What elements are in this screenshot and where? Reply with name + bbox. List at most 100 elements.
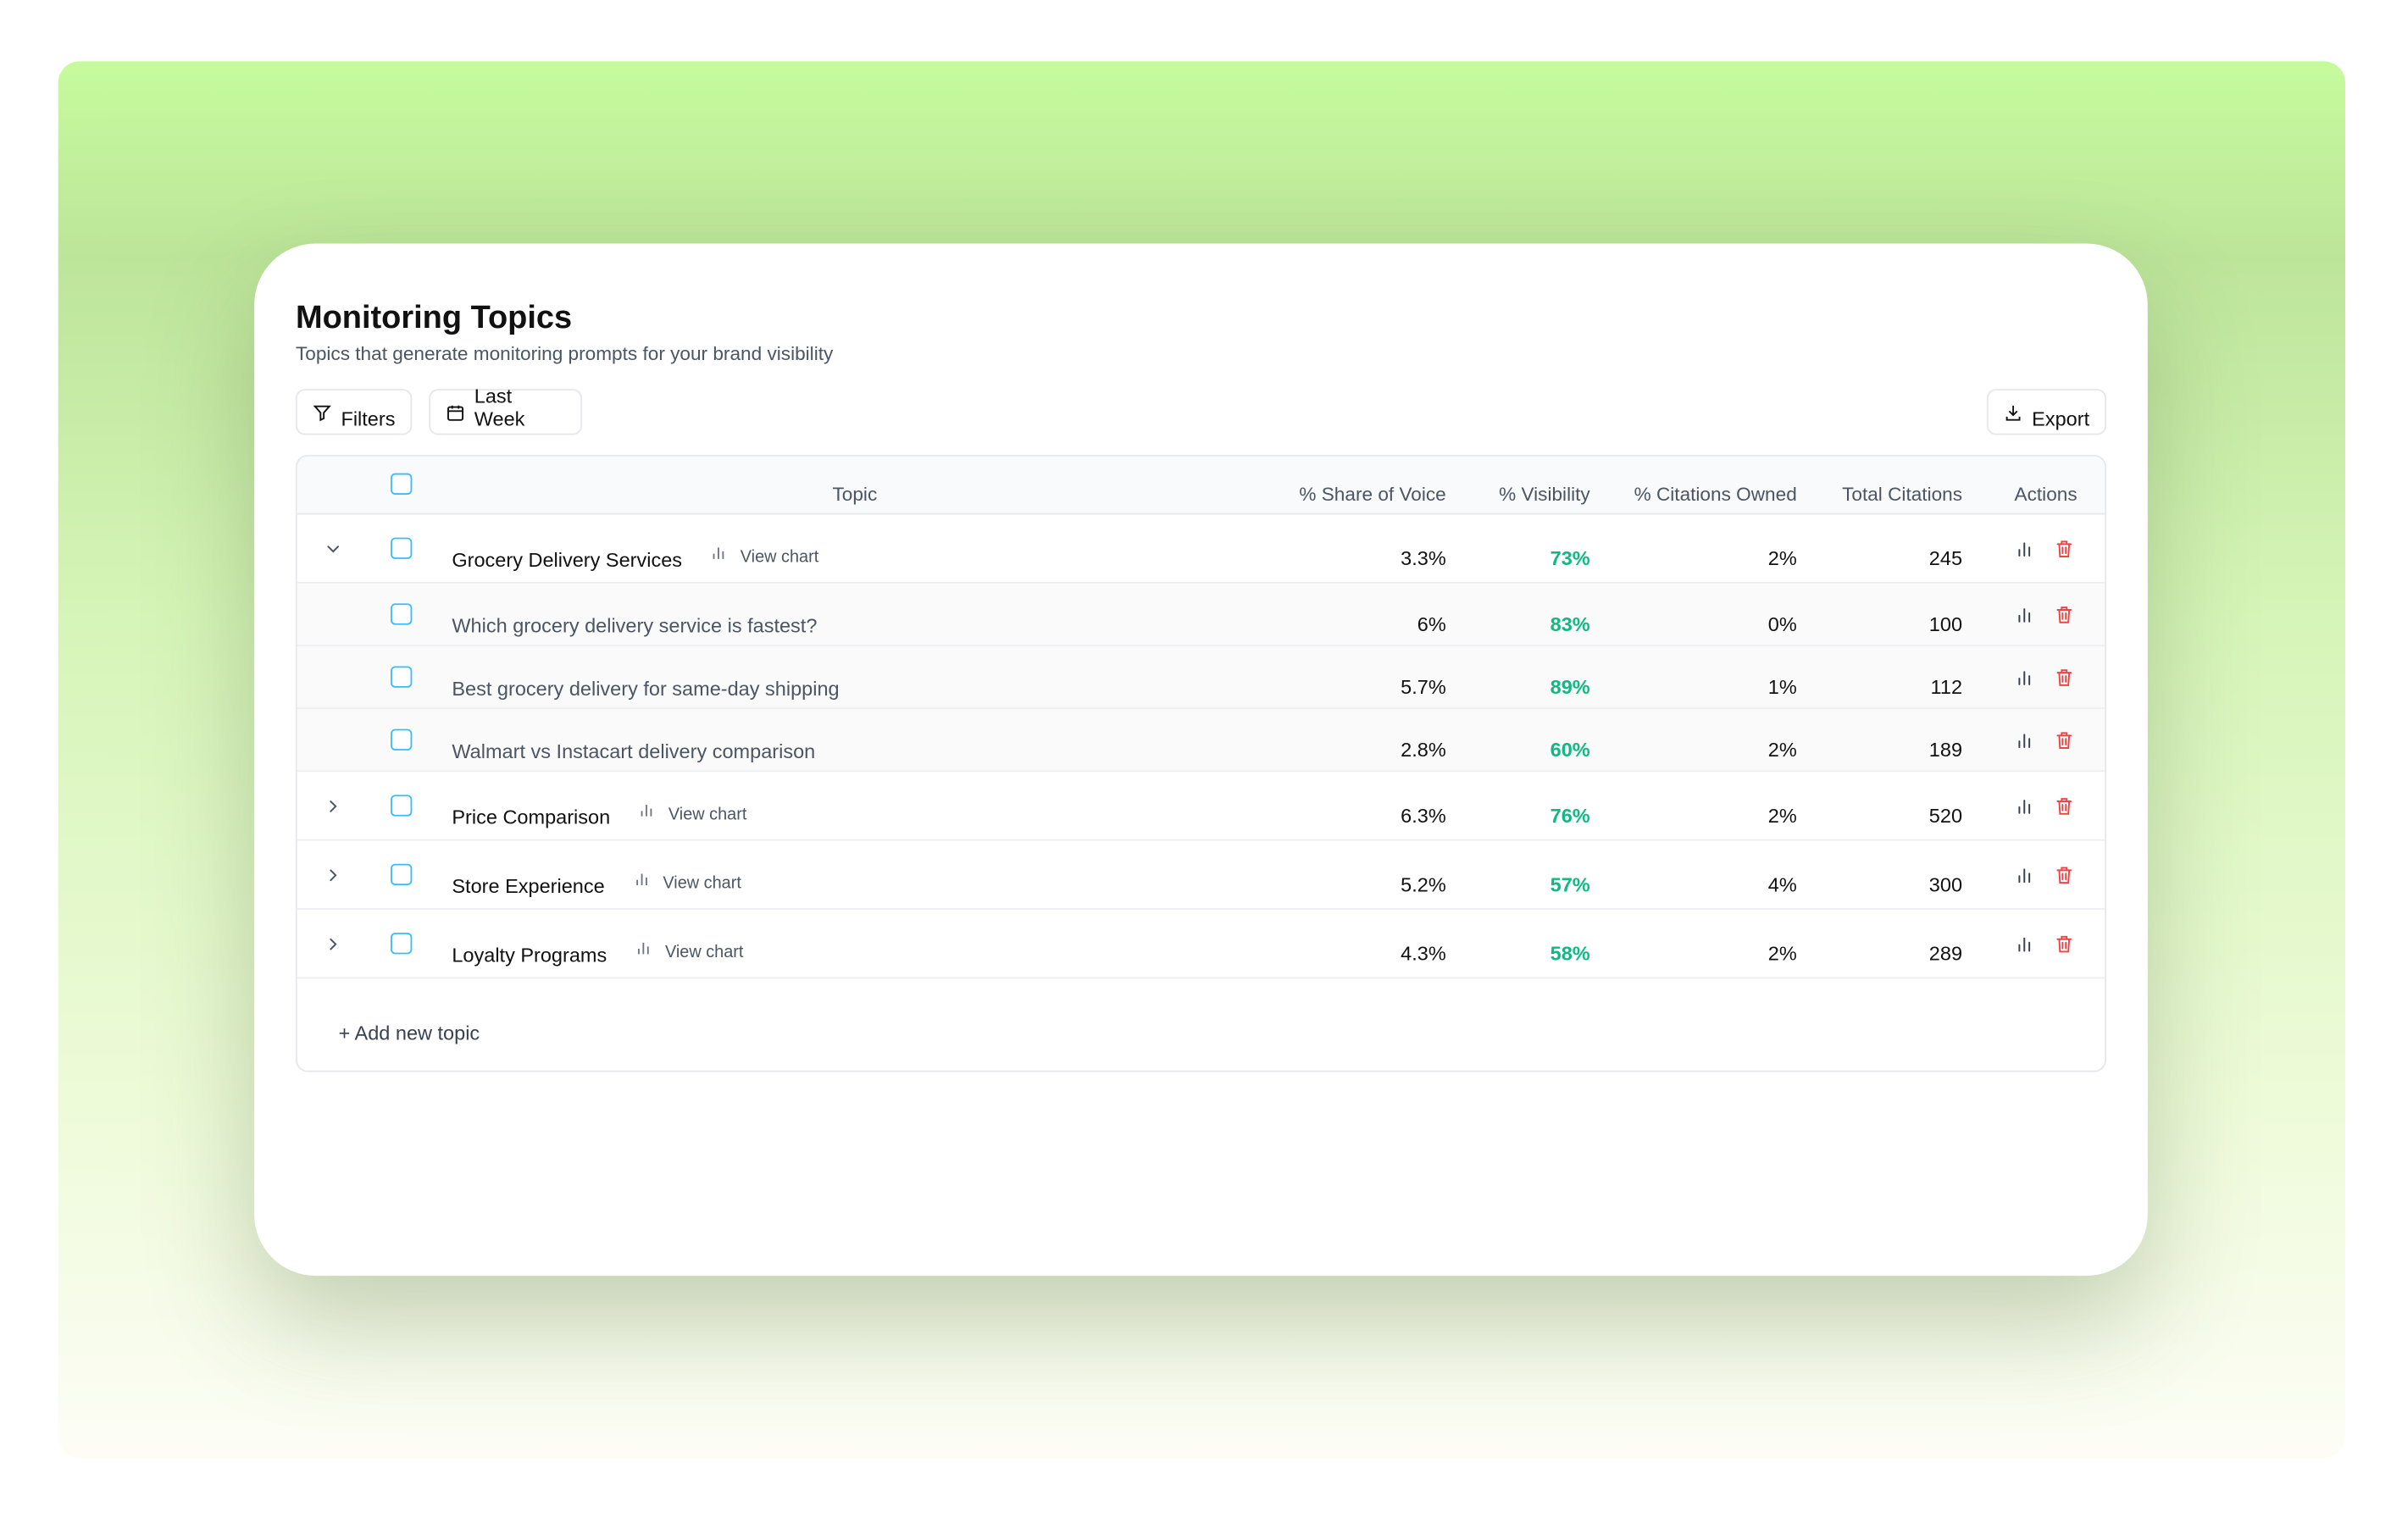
delete-action[interactable]: [2055, 730, 2075, 751]
delete-action[interactable]: [2055, 796, 2075, 817]
select-all-checkbox[interactable]: [391, 473, 413, 495]
visibility-cell: 60%: [1550, 738, 1590, 762]
column-header: Topic: [832, 484, 878, 506]
row-checkbox[interactable]: [391, 795, 413, 817]
prompt-row: [297, 709, 2105, 773]
topic-row: [297, 772, 2105, 841]
filter-icon: [313, 405, 331, 422]
filters-label: Filters: [341, 407, 396, 431]
visibility-cell: 83%: [1550, 612, 1590, 636]
prompt-cell: Walmart vs Instacart delivery comparison: [452, 737, 815, 765]
view-chart-action[interactable]: [2015, 934, 2035, 955]
citations-owned-cell: 2%: [1767, 804, 1797, 828]
share-of-voice-cell: 2.8%: [1401, 738, 1446, 762]
view-chart-action[interactable]: [2015, 866, 2035, 886]
citations-owned-cell: 2%: [1767, 546, 1797, 570]
table-header: [297, 456, 2105, 515]
share-of-voice-cell: 6%: [1417, 612, 1446, 636]
topic-name: Loyalty Programs: [452, 942, 607, 966]
row-checkbox[interactable]: [391, 537, 413, 559]
total-citations-cell: 100: [1928, 612, 1963, 636]
citations-owned-cell: 2%: [1767, 941, 1797, 966]
total-citations-cell: 289: [1928, 941, 1963, 966]
share-of-voice-cell: 6.3%: [1401, 804, 1446, 828]
topic-name: Store Experience: [452, 873, 605, 897]
delete-action[interactable]: [2055, 605, 2075, 625]
view-chart-action[interactable]: [2015, 796, 2035, 817]
total-citations-cell: 300: [1928, 872, 1963, 896]
view-chart-link[interactable]: View chart: [663, 874, 741, 894]
prompt-text: Best grocery delivery for same-day shipp…: [452, 676, 840, 700]
prompt-row: [297, 645, 2105, 710]
topic-cell: Store Experience View chart: [452, 872, 741, 900]
total-citations-cell: 520: [1928, 804, 1963, 828]
view-chart-action[interactable]: [2015, 539, 2035, 559]
prompt-cell: Best grocery delivery for same-day shipp…: [452, 674, 839, 702]
column-header: Total Citations: [1842, 484, 1963, 506]
view-chart-link[interactable]: View chart: [664, 943, 744, 962]
view-chart-link[interactable]: View chart: [668, 806, 747, 824]
delete-action[interactable]: [2055, 934, 2075, 955]
topic-cell: Grocery Delivery Services View chart: [452, 546, 818, 573]
export-label: Export: [2032, 407, 2090, 431]
citations-owned-cell: 1%: [1767, 675, 1797, 699]
topic-cell: Price Comparison View chart: [452, 802, 746, 830]
prompt-row: [297, 583, 2105, 646]
total-citations-cell: 245: [1928, 546, 1963, 570]
column-header: Actions: [2014, 484, 2077, 506]
share-of-voice-cell: 5.2%: [1401, 872, 1446, 896]
column-header: % Visibility: [1499, 484, 1590, 506]
share-of-voice-cell: 5.7%: [1401, 675, 1446, 699]
topic-row: [297, 840, 2105, 910]
chart-icon[interactable]: [638, 800, 657, 819]
column-header: % Citations Owned: [1634, 484, 1797, 506]
visibility-cell: 57%: [1550, 872, 1590, 896]
view-chart-action[interactable]: [2015, 605, 2035, 625]
delete-action[interactable]: [2055, 866, 2075, 886]
date-range-button[interactable]: Last Week: [429, 385, 583, 435]
collapse-chevron[interactable]: [323, 539, 343, 559]
view-chart-action[interactable]: [2015, 730, 2035, 751]
subtitle: Topics that generate monitoring prompts …: [295, 342, 834, 365]
expand-chevron[interactable]: [323, 934, 343, 955]
total-citations-cell: 112: [1930, 675, 1963, 699]
prompt-cell: Which grocery delivery service is fastes…: [452, 611, 817, 639]
visibility-cell: 73%: [1550, 546, 1590, 570]
calendar-icon: [447, 405, 464, 421]
expand-chevron[interactable]: [323, 796, 343, 817]
row-checkbox[interactable]: [391, 933, 413, 955]
share-of-voice-cell: 4.3%: [1401, 941, 1446, 966]
delete-action[interactable]: [2055, 539, 2075, 559]
export-button[interactable]: Export: [1986, 389, 2106, 435]
row-checkbox[interactable]: [391, 863, 413, 886]
prompt-text: Walmart vs Instacart delivery comparison: [452, 739, 816, 762]
share-of-voice-cell: 3.3%: [1401, 546, 1446, 570]
column-header: % Share of Voice: [1299, 484, 1446, 506]
citations-owned-cell: 0%: [1767, 612, 1797, 636]
total-citations-cell: 189: [1928, 738, 1963, 762]
add-topic-button[interactable]: + Add new topic: [338, 1021, 480, 1045]
visibility-cell: 76%: [1550, 804, 1590, 828]
row-checkbox[interactable]: [391, 728, 413, 751]
expand-chevron[interactable]: [323, 866, 343, 886]
citations-owned-cell: 4%: [1767, 872, 1797, 896]
citations-owned-cell: 2%: [1767, 738, 1797, 762]
filters-button[interactable]: Filters: [295, 389, 413, 435]
title: Monitoring Topics: [295, 300, 573, 335]
delete-action[interactable]: [2055, 668, 2075, 688]
topic-row: [297, 514, 2105, 584]
topic-row: [297, 909, 2105, 979]
chart-icon[interactable]: [632, 869, 651, 888]
row-checkbox[interactable]: [391, 666, 413, 688]
row-checkbox[interactable]: [391, 603, 413, 625]
chart-icon[interactable]: [635, 938, 653, 956]
chart-icon[interactable]: [710, 543, 729, 562]
topic-cell: Loyalty Programs View chart: [452, 940, 743, 968]
view-chart-link[interactable]: View chart: [740, 548, 819, 567]
download-icon: [2005, 405, 2021, 421]
visibility-cell: 58%: [1550, 941, 1590, 966]
view-chart-action[interactable]: [2015, 668, 2035, 688]
prompt-text: Which grocery delivery service is fastes…: [452, 613, 818, 637]
